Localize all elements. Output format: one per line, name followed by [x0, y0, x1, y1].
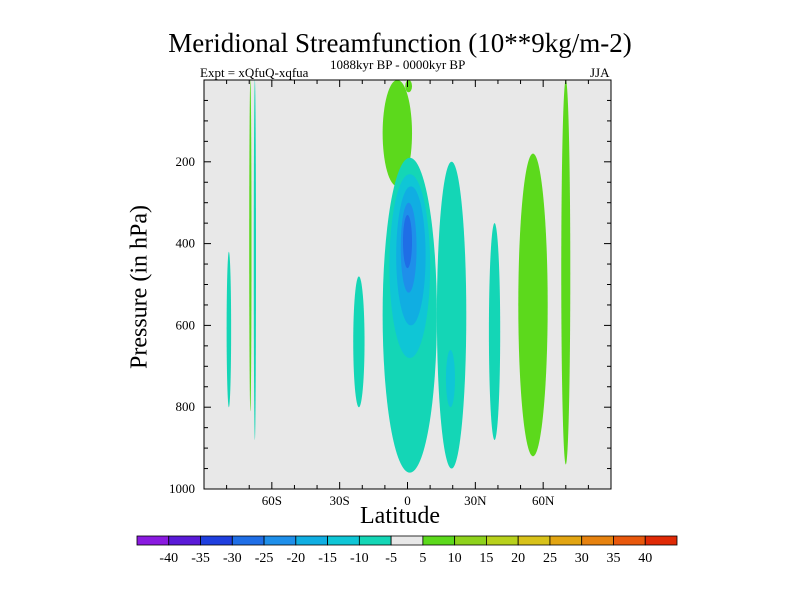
chart-subtitle-experiment: Expt = xQfuQ-xqfua	[200, 65, 309, 80]
chart-subtitle-period: 1088kyr BP - 0000kyr BP	[330, 57, 466, 72]
colorbar-label: -30	[223, 551, 242, 566]
region-green-north-band	[518, 153, 548, 457]
colorbar-swatch	[613, 535, 646, 546]
region-teal-secondary-cell	[436, 161, 467, 469]
colorbar-swatch	[454, 535, 487, 546]
colorbar-swatch	[517, 535, 551, 546]
region-green-south-narrow	[249, 80, 252, 412]
region-green-upper-tip	[405, 80, 413, 93]
colorbar-swatch	[200, 535, 233, 546]
colorbar-swatch	[644, 535, 678, 546]
x-tick-label: 60N	[532, 493, 555, 508]
colorbar-label: -40	[159, 551, 178, 566]
colorbar-swatch	[263, 535, 297, 546]
colorbar-swatch	[390, 535, 424, 546]
colorbar-label: -35	[191, 551, 210, 566]
region-teal-northeast-strip	[488, 223, 501, 440]
region-teal-south-strip	[226, 251, 232, 408]
x-tick-label: 30S	[330, 493, 350, 508]
colorbar-swatch	[486, 535, 519, 546]
colorbar-swatch	[136, 535, 170, 546]
colorbar-label: -5	[385, 551, 397, 566]
region-green-upper-equator	[382, 80, 413, 187]
colorbar-label: -15	[318, 551, 337, 566]
colorbar-swatch	[231, 535, 265, 546]
colorbar-label: 20	[511, 551, 525, 566]
colorbar-swatch	[358, 535, 392, 546]
colorbar-swatch	[422, 535, 456, 546]
colorbar-label: 30	[575, 551, 589, 566]
x-tick-label: 0	[404, 493, 411, 508]
colorbar-label: 40	[638, 551, 652, 566]
region-cyan-secondary-core	[445, 349, 455, 408]
colorbar-label: 25	[543, 551, 557, 566]
colorbar-swatch	[327, 535, 360, 546]
x-tick-label: 30N	[464, 493, 487, 508]
colorbar-swatch	[168, 535, 201, 546]
region-green-north-narrow	[561, 80, 571, 465]
y-tick-label: 1000	[169, 481, 195, 496]
colorbar-label: -20	[286, 551, 305, 566]
colorbar-label: -25	[255, 551, 274, 566]
colorbar-label: 15	[479, 551, 493, 566]
colorbar-label: 5	[419, 551, 426, 566]
y-tick-label: 600	[176, 317, 196, 332]
region-teal-west-strip	[353, 276, 365, 408]
colorbar-label: 35	[606, 551, 620, 566]
y-tick-label: 400	[176, 236, 196, 251]
y-tick-label: 200	[176, 154, 196, 169]
chart-title: Meridional Streamfunction (10**9kg/m-2)	[168, 28, 632, 58]
colorbar-swatch	[295, 535, 328, 546]
colorbar-swatch	[581, 535, 614, 546]
colorbar-label: -10	[350, 551, 369, 566]
colorbar-label: 10	[448, 551, 462, 566]
y-tick-label: 800	[176, 399, 196, 414]
colorbar-swatch	[549, 535, 583, 546]
x-axis-label: Latitude	[360, 503, 440, 529]
region-blue-core	[402, 214, 413, 269]
region-teal-south-strip-2	[253, 79, 257, 440]
x-tick-label: 60S	[262, 493, 282, 508]
chart-subtitle-season: JJA	[590, 65, 610, 80]
